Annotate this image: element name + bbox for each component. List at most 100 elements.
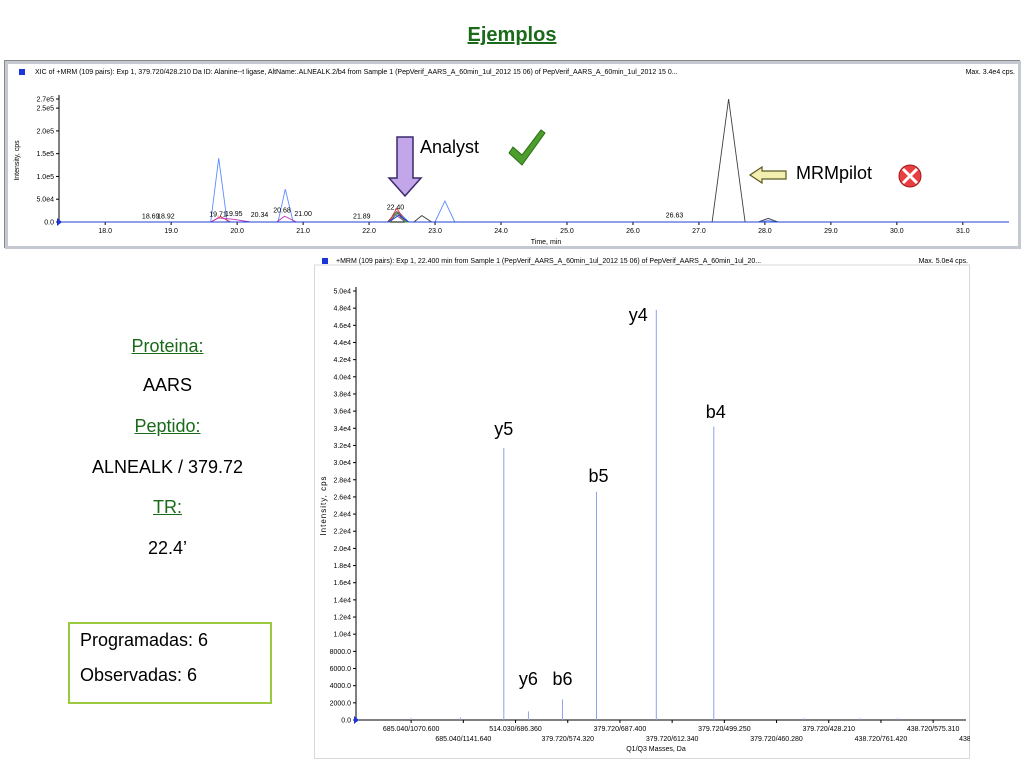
slide-title: Ejemplos: [467, 24, 557, 46]
ms-y-tick-label: 4.2e4: [333, 357, 351, 364]
spectrum-panel-marker-icon: [322, 258, 328, 264]
spectrum-chart: 0.0 2000.0 4000.0 6000.0 8000.0 1.0e4 1.2e4 1.4…: [314, 264, 970, 759]
xic-x-tick-label: 29.0: [824, 228, 838, 235]
xic-peak-label: 22.40: [387, 205, 405, 212]
xic-x-tick-label: 25.0: [560, 228, 574, 235]
ms-x-tick-label: 379.720/460.280: [750, 736, 803, 743]
xic-trace: [59, 98, 1009, 223]
xic-peak-label: 19.71: [209, 211, 227, 218]
ms-x-tick-label: 438.720/575.310: [907, 726, 960, 733]
ms-y-tick-label: 4.8e4: [333, 306, 351, 313]
ms-x-tick-label: 379.720/612.340: [646, 736, 699, 743]
mrmpilot-label: MRMpilot: [796, 163, 873, 183]
xic-y-axis-label: Intensity, cps: [14, 140, 21, 181]
xic-peak-label: 20.34: [251, 212, 269, 219]
ms-ion-label: b5: [588, 466, 608, 486]
ms-ion-label: y5: [494, 419, 513, 439]
xic-x-tick-label: 20.0: [230, 228, 244, 235]
xic-x-tick-label: 24.0: [494, 228, 508, 235]
ms-y-tick-label: 4.0e4: [333, 374, 351, 381]
xic-peak-label: 19.95: [225, 211, 243, 218]
xic-x-tick-label: 18.0: [98, 228, 112, 235]
xic-chart: 18.0 19.0 20.0 21.0 22.0 23.0 24.0 25.0 26.0 27.0…: [14, 95, 1009, 246]
xic-peak-label: 20.68: [273, 208, 291, 215]
ms-x-axis-label: Q1/Q3 Masses, Da: [626, 746, 686, 753]
spectrum-max-label: Max. 5.0e4 cps.: [918, 258, 968, 265]
xic-x-tick-label: 30.0: [890, 228, 904, 235]
xic-y-tick-label: 1.0e5: [36, 174, 54, 181]
ms-y-tick-label: 2.4e4: [333, 512, 351, 519]
ms-ion-label: y6: [519, 669, 538, 689]
ms-x-tick-label: 379.720/687.400: [594, 726, 647, 733]
ms-y-axis-label: Intensity, cps: [319, 475, 328, 535]
ms-y-tick-label: 4.6e4: [333, 323, 351, 330]
protein-label: Proteina:: [131, 336, 204, 356]
ms-y-tick-label: 4000.0: [330, 683, 352, 690]
ms-x-tick-label: 438.720/761.420: [855, 736, 908, 743]
ms-y-tick-label: 1.0e4: [333, 632, 351, 639]
xic-header: XIC of +MRM (109 pairs): Exp 1, 379.720/…: [35, 69, 678, 76]
xic-x-tick-label: 28.0: [758, 228, 772, 235]
ms-x-tick-label: 685.040/1070.600: [383, 726, 440, 733]
ms-y-tick-label: 3.8e4: [333, 391, 351, 398]
xic-peak-label: 26.63: [666, 213, 684, 220]
ms-y-tick-label: 3.2e4: [333, 443, 351, 450]
ms-x-tick-label: 379.720/574.320: [541, 736, 594, 743]
programmed-count: Programadas: 6: [80, 630, 209, 650]
ms-y-tick-label: 0.0: [341, 718, 351, 725]
xic-y-tick-label: 2.7e5: [36, 97, 54, 104]
ms-y-tick-label: 3.4e4: [333, 426, 351, 433]
xic-panel-marker-icon: [19, 69, 25, 75]
ms-y-tick-label: 4.4e4: [333, 340, 351, 347]
xic-trace: [59, 214, 1009, 223]
xic-x-tick-label: 22.0: [362, 228, 376, 235]
ms-y-tick-label: 1.8e4: [333, 563, 351, 570]
xic-x-tick-label: 23.0: [428, 228, 442, 235]
analyst-label: Analyst: [420, 137, 480, 157]
xic-peak-label: 21.00: [294, 211, 312, 218]
ms-x-tick-label: 379.720/499.250: [698, 726, 751, 733]
xic-trace: [59, 207, 1009, 223]
rt-label: TR:: [153, 497, 182, 517]
protein-value: AARS: [142, 375, 193, 395]
xic-y-tick-label: 5.0e4: [36, 197, 54, 204]
ms-y-tick-label: 2000.0: [330, 700, 352, 707]
xic-max-label: Max. 3.4e4 cps.: [965, 69, 1015, 76]
xic-peak-label: 18.69: [142, 214, 160, 221]
ms-y-tick-label: 8000.0: [330, 649, 352, 656]
xic-x-axis-label: Time, min: [531, 239, 562, 246]
xic-trace: [59, 214, 1009, 223]
ms-y-tick-label: 6000.0: [330, 666, 352, 673]
spectrum-header: +MRM (109 pairs): Exp 1, 22.400 min from…: [336, 258, 762, 265]
ms-x-tick-label: 685.040/1141.640: [435, 736, 491, 743]
xic-y-tick-label: 0.0: [44, 220, 54, 227]
xic-x-tick-label: 19.0: [164, 228, 178, 235]
xic-origin-marker-icon: [57, 218, 62, 226]
xic-x-tick-label: 26.0: [626, 228, 640, 235]
ms-y-tick-label: 2.8e4: [333, 477, 351, 484]
xic-x-tick-label: 27.0: [692, 228, 706, 235]
xic-x-tick-label: 21.0: [296, 228, 310, 235]
rt-value: 22.4’: [147, 538, 188, 558]
ms-y-tick-label: 2.2e4: [333, 529, 351, 536]
ms-ion-label: y4: [629, 305, 648, 325]
transition-counts-box: Programadas: 6 Observadas: 6: [68, 622, 272, 704]
ms-x-tick-label: 379.720/428.210: [802, 726, 855, 733]
ms-y-tick-label: 1.4e4: [333, 597, 351, 604]
ms-y-tick-label: 2.6e4: [333, 494, 351, 501]
peptide-label: Peptido:: [134, 416, 201, 436]
spectrum-panel: +MRM (109 pairs): Exp 1, 22.400 min from…: [314, 255, 970, 759]
ms-y-tick-label: 3.0e4: [333, 460, 351, 467]
ms-x-tick-label: 514.030/686.360: [489, 726, 542, 733]
xic-y-tick-label: 2.0e5: [36, 128, 54, 135]
xic-panel: XIC of +MRM (109 pairs): Exp 1, 379.720/…: [4, 60, 1020, 248]
xic-trace: [59, 212, 1009, 223]
xic-peak-label: 18.92: [157, 214, 175, 221]
xic-x-tick-label: 31.0: [956, 228, 970, 235]
ms-y-tick-label: 5.0e4: [333, 289, 351, 296]
ms-y-tick-label: 1.6e4: [333, 580, 351, 587]
observed-count: Observadas: 6: [80, 665, 198, 685]
xic-y-tick-label: 1.5e5: [36, 151, 54, 158]
ms-origin-marker-icon: [354, 716, 359, 724]
xic-peak-label: 21.89: [353, 214, 371, 221]
